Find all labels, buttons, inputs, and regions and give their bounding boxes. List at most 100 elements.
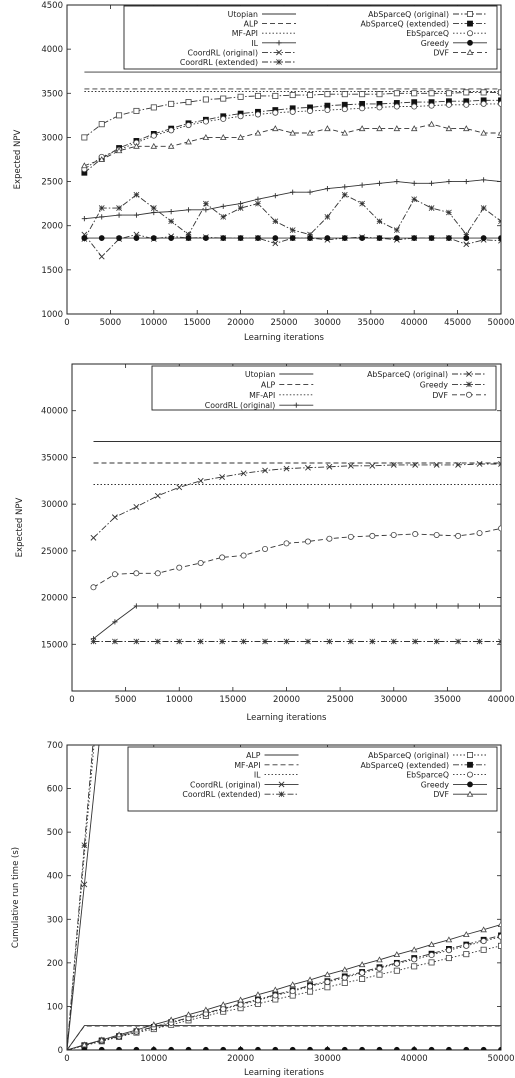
- data-point-7: [220, 95, 227, 102]
- x-tick-label: 40000: [401, 318, 428, 328]
- data-point-6: [133, 638, 140, 645]
- data-point-5: [133, 504, 140, 510]
- y-tick-label: 35000: [41, 453, 68, 463]
- data-point-7: [324, 91, 331, 98]
- y-tick-label: 1000: [41, 310, 63, 320]
- data-point-9: [254, 111, 261, 118]
- x-tick-label: 0: [69, 695, 74, 705]
- y-tick-label: 20000: [41, 594, 68, 604]
- data-point-6: [307, 231, 313, 238]
- data-point-9: [289, 108, 296, 115]
- data-point-6: [428, 205, 435, 211]
- legend-label: DVF: [433, 790, 449, 799]
- data-point-10: [358, 961, 366, 968]
- x-tick-label: 5000: [115, 695, 137, 705]
- data-point-4: [283, 603, 290, 609]
- data-point-4: [155, 603, 161, 609]
- series-layer: [90, 441, 501, 645]
- data-point-5: [262, 467, 268, 474]
- data-point-11: [202, 134, 210, 140]
- data-point-10: [306, 976, 314, 983]
- data-point-8: [324, 979, 331, 986]
- y-tick-label: 40000: [41, 407, 68, 417]
- y-tick-label: 4500: [41, 1, 63, 11]
- data-point-6: [369, 638, 376, 645]
- y-tick-label: 400: [47, 872, 63, 882]
- data-point-9: [168, 1046, 175, 1050]
- x-tick-label: 45000: [444, 318, 471, 328]
- data-point-10: [81, 1041, 88, 1048]
- data-point-9: [359, 1046, 366, 1050]
- data-point-6: [289, 227, 296, 234]
- data-point-6: [262, 638, 268, 645]
- data-point-11: [115, 147, 123, 154]
- data-point-10: [133, 1026, 140, 1033]
- legend-box: [151, 365, 497, 411]
- data-point-4: [342, 184, 348, 190]
- data-point-6: [219, 638, 226, 645]
- data-point-11: [272, 125, 279, 132]
- data-point-4: [498, 603, 501, 609]
- data-point-11: [341, 129, 349, 136]
- data-point-10: [272, 235, 279, 241]
- x-tick-label: 40000: [487, 695, 514, 705]
- data-point-6: [305, 638, 311, 645]
- legend-label: MF-API: [234, 761, 260, 770]
- legend-label: DVF: [433, 48, 449, 57]
- x-tick-label: 40000: [401, 1054, 428, 1064]
- data-point-9: [133, 1046, 140, 1050]
- data-point-4: [133, 603, 139, 609]
- data-point-11: [324, 125, 331, 132]
- series-layer: [67, 745, 501, 1050]
- legend-marker: [466, 30, 473, 37]
- data-point-6: [463, 231, 470, 238]
- series-line-7: [93, 527, 501, 588]
- data-point-10: [167, 1016, 175, 1023]
- legend-label: CoordRL (original): [205, 401, 275, 410]
- data-point-11: [81, 162, 88, 169]
- data-point-6: [359, 975, 366, 982]
- series-line-5: [93, 463, 501, 539]
- legend-marker: [467, 39, 473, 46]
- data-point-7: [111, 571, 118, 578]
- x-tick-label: 5000: [100, 318, 122, 328]
- data-point-10: [116, 235, 122, 241]
- data-point-5: [240, 470, 247, 477]
- data-point-6: [411, 963, 418, 970]
- series-line-4: [93, 605, 501, 640]
- data-point-10: [393, 951, 401, 958]
- data-point-6: [498, 638, 501, 645]
- data-point-5: [197, 477, 204, 484]
- data-point-4: [255, 196, 261, 202]
- data-point-5: [326, 463, 333, 470]
- data-point-7: [237, 93, 244, 100]
- data-point-4: [463, 178, 469, 185]
- data-point-6: [197, 638, 204, 645]
- chart-3: 0 10000 20000 30000 40000 5000001002003004005…: [11, 741, 515, 1078]
- data-point-6: [202, 200, 209, 207]
- data-point-7: [476, 530, 483, 537]
- y-tick-label: 15000: [41, 640, 68, 650]
- data-point-7: [185, 99, 192, 106]
- data-point-7: [326, 535, 333, 542]
- data-point-6: [324, 214, 331, 220]
- data-point-9: [307, 107, 314, 114]
- data-point-6: [463, 951, 470, 958]
- data-point-4: [176, 603, 182, 609]
- data-point-4: [203, 207, 209, 213]
- legend-marker: [467, 761, 473, 768]
- data-point-11: [497, 129, 501, 136]
- y-tick-label: 500: [47, 828, 63, 838]
- data-point-7: [455, 532, 462, 539]
- data-point-6: [154, 638, 161, 645]
- data-point-4: [220, 203, 226, 209]
- data-point-7: [369, 532, 376, 539]
- data-point-7: [480, 89, 487, 96]
- legend-label: ALP: [244, 20, 259, 29]
- data-point-4: [391, 603, 397, 609]
- x-tick-label: 0: [64, 318, 69, 328]
- data-point-6: [446, 209, 452, 216]
